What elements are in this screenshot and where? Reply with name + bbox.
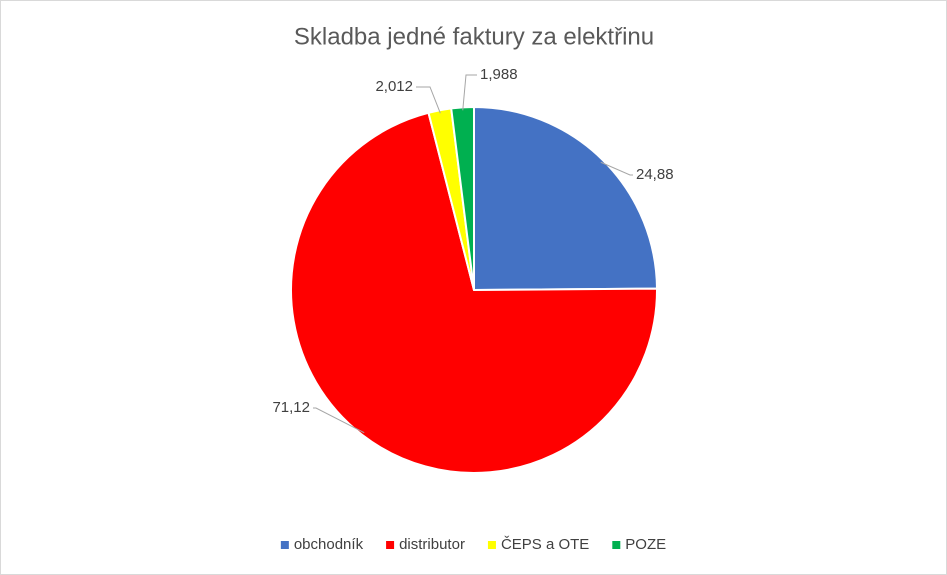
data-label: 2,012 bbox=[375, 78, 413, 95]
data-label: 24,88 bbox=[636, 166, 674, 183]
legend-swatch bbox=[386, 541, 395, 549]
legend-label: obchodník bbox=[294, 536, 364, 553]
data-label: 1,988 bbox=[480, 66, 518, 83]
chart-title: Skladba jedné faktury za elektřinu bbox=[294, 23, 654, 50]
legend-swatch bbox=[280, 541, 289, 549]
legend-label: POZE bbox=[625, 536, 666, 553]
leader-line bbox=[313, 407, 365, 434]
leader-line bbox=[416, 86, 441, 114]
legend-swatch bbox=[612, 541, 621, 549]
legend-label: distributor bbox=[399, 536, 465, 553]
legend-label: ČEPS a OTE bbox=[501, 536, 589, 553]
leader-line bbox=[600, 161, 633, 176]
legend-swatch bbox=[487, 541, 496, 549]
leader-line bbox=[462, 74, 477, 111]
pie-slice bbox=[473, 105, 659, 292]
pie-slice bbox=[290, 111, 658, 474]
data-label: 71,12 bbox=[272, 399, 310, 416]
